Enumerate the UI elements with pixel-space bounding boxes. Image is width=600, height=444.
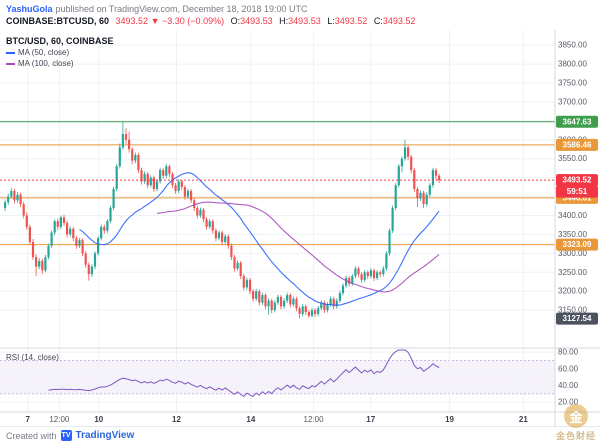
svg-text:3800.00: 3800.00 [558, 60, 587, 69]
svg-text:3446.61: 3446.61 [563, 193, 592, 202]
svg-text:3700.00: 3700.00 [558, 97, 587, 106]
attribution-line: YashuGola published on TradingView.com, D… [6, 3, 600, 15]
svg-text:59:51: 59:51 [567, 187, 588, 196]
svg-text:3647.63: 3647.63 [563, 117, 592, 126]
svg-text:20.00: 20.00 [558, 398, 579, 407]
tradingview-logo-icon[interactable]: TV [60, 430, 72, 441]
svg-text:21: 21 [519, 415, 528, 424]
ohlc-open: O:3493.53 [230, 16, 273, 26]
svg-text:3250.00: 3250.00 [558, 268, 587, 277]
svg-text:60.00: 60.00 [558, 364, 579, 373]
svg-text:17: 17 [366, 415, 375, 424]
svg-text:3550.00: 3550.00 [558, 154, 587, 163]
svg-text:14: 14 [246, 415, 255, 424]
jinse-watermark: 金 金色财经 [556, 404, 596, 442]
svg-text:3300.00: 3300.00 [558, 249, 587, 258]
watermark-text: 金色财经 [555, 431, 596, 441]
svg-text:3400.00: 3400.00 [558, 211, 587, 220]
snapshot-footer: Created with TV TradingView [0, 426, 600, 444]
symbol-label: COINBASE:BTCUSD, 60 [6, 16, 110, 26]
snapshot-header: YashuGola published on TradingView.com, D… [0, 0, 600, 30]
jinse-coin-icon: 金 [563, 404, 588, 428]
chart-canvas[interactable]: 3150.00 3200.00 3250.00 3300.00 3350.00 3400.… [0, 30, 600, 426]
svg-text:19: 19 [445, 415, 454, 424]
svg-text:3586.46: 3586.46 [563, 140, 592, 149]
svg-text:3127.54: 3127.54 [563, 314, 592, 323]
svg-text:12: 12 [172, 415, 181, 424]
svg-text:12:00: 12:00 [49, 415, 70, 424]
svg-text:3323.09: 3323.09 [563, 240, 592, 249]
attribution-text: published on TradingView.com, December 1… [55, 4, 308, 14]
chart-area[interactable]: 3150.00 3200.00 3250.00 3300.00 3350.00 3400.… [0, 30, 600, 426]
svg-text:7: 7 [26, 415, 31, 424]
last-price: 3493.52 [115, 16, 149, 26]
ohlc-close: C:3493.52 [373, 16, 416, 26]
price-change: −3.30 (−0.09%) [162, 16, 225, 26]
created-with-label: Created with [6, 430, 57, 441]
ticker-line: COINBASE:BTCUSD, 60 3493.52 ▼ −3.30 (−0.… [6, 15, 600, 28]
svg-text:80.00: 80.00 [558, 348, 579, 357]
svg-text:3150.00: 3150.00 [558, 306, 587, 315]
author-link[interactable]: YashuGola [6, 4, 53, 14]
ohlc-low: L:3493.52 [327, 16, 368, 26]
svg-text:40.00: 40.00 [558, 381, 579, 390]
svg-text:12:00: 12:00 [304, 415, 325, 424]
svg-text:3200.00: 3200.00 [558, 287, 587, 296]
svg-text:3350.00: 3350.00 [558, 230, 587, 239]
svg-text:3493.52: 3493.52 [563, 176, 592, 185]
svg-text:3850.00: 3850.00 [558, 41, 587, 50]
svg-text:3750.00: 3750.00 [558, 79, 587, 88]
svg-text:10: 10 [94, 415, 103, 424]
tradingview-brand-link[interactable]: TradingView [75, 430, 135, 441]
ohlc-high: H:3493.53 [279, 16, 321, 26]
direction-arrow-icon: ▼ [150, 16, 160, 26]
